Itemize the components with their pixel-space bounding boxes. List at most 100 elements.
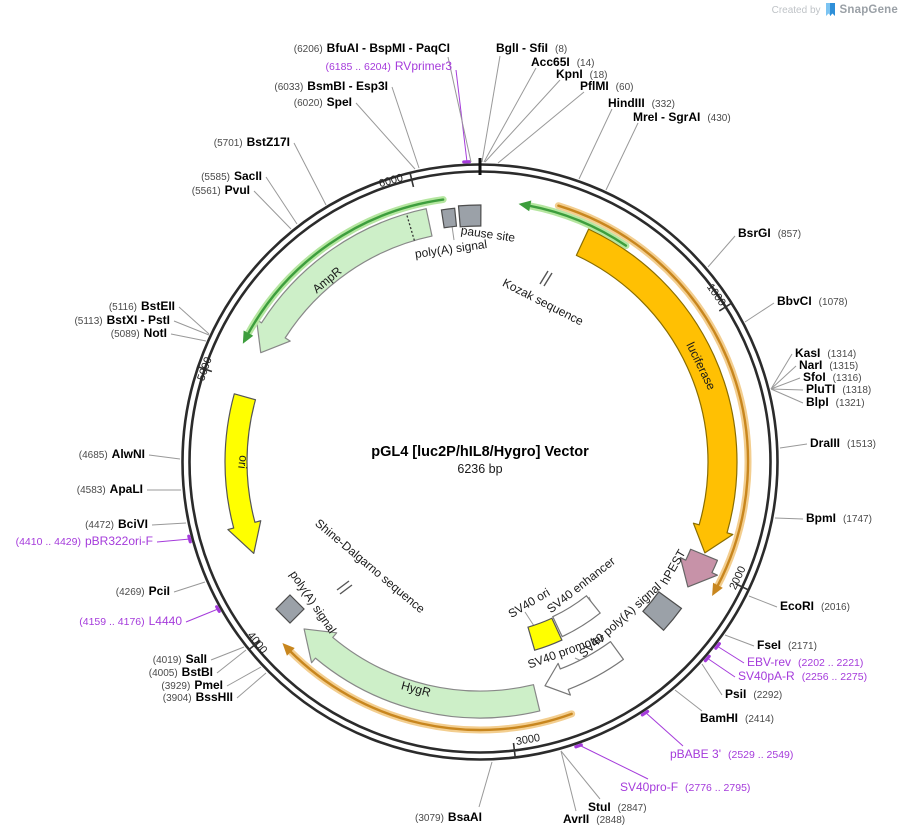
- primer-label-sv40pro-f[interactable]: SV40pro-F (2776 .. 2795): [620, 781, 750, 795]
- site-label-spei[interactable]: (6020) SpeI: [294, 96, 352, 110]
- site-label-noti[interactable]: (5089) NotI: [111, 327, 167, 341]
- site-name: AlwNI: [111, 447, 145, 461]
- site-label-bstxi-psti[interactable]: (5113) BstXI - PstI: [74, 314, 170, 328]
- site-label-bamhi[interactable]: BamHI (2414): [700, 712, 774, 726]
- site-label-draiii[interactable]: DraIII (1513): [810, 437, 876, 451]
- feature-label-ori[interactable]: ori: [235, 454, 251, 470]
- box-polya-signal-upstream[interactable]: [440, 207, 458, 229]
- primer-callout-line: [578, 744, 649, 780]
- site-label-pmei[interactable]: (3929) PmeI: [161, 679, 223, 693]
- site-name: RVprimer3: [394, 59, 452, 73]
- callout-line: [744, 302, 775, 323]
- site-name: PluTI: [806, 382, 836, 396]
- site-label-bstbi[interactable]: (4005) BstBI: [149, 666, 213, 680]
- site-label-kpni[interactable]: KpnI (18): [556, 68, 607, 82]
- snapgene-logo-icon: [825, 3, 835, 16]
- feature-arc-ampr[interactable]: [255, 208, 433, 354]
- feature-arc-hygr[interactable]: [303, 628, 541, 719]
- primer-label-pbabe-3[interactable]: pBABE 3' (2529 .. 2549): [670, 748, 793, 762]
- site-label-hindiii[interactable]: HindIII (332): [608, 97, 675, 111]
- site-name: BsrGI: [738, 226, 771, 240]
- callout-line: [774, 517, 804, 520]
- sequence-tick: [543, 272, 553, 287]
- site-name: SalI: [185, 652, 207, 666]
- site-label-bsshii[interactable]: (3904) BssHII: [163, 691, 233, 705]
- site-label-sfoi[interactable]: SfoI (1316): [803, 371, 862, 385]
- callout-line: [770, 388, 804, 404]
- site-position: (14): [576, 58, 595, 69]
- site-label-bbvci[interactable]: BbvCI (1078): [777, 295, 848, 309]
- site-label-bfuai-bspmi-paqci[interactable]: (6206) BfuAI - BspMI - PaqCI: [294, 42, 450, 56]
- site-name: pBR322ori-F: [84, 534, 153, 548]
- site-label-bsrgi[interactable]: BsrGI (857): [738, 227, 801, 241]
- primer-label-ebv-rev[interactable]: EBV-rev (2202 .. 2221): [747, 656, 863, 670]
- site-label-kasi[interactable]: KasI (1314): [795, 347, 856, 361]
- feature-arc-luciferase[interactable]: [575, 228, 738, 554]
- site-label-fsei[interactable]: FseI (2171): [757, 639, 817, 653]
- site-label-pflmi[interactable]: PflMI (60): [580, 80, 633, 94]
- site-name: HindIII: [608, 96, 645, 110]
- callout-line: [748, 595, 778, 608]
- transcript-arrow-green-ampr[interactable]: [246, 198, 445, 336]
- site-label-bcivi[interactable]: (4472) BciVI: [85, 518, 148, 532]
- site-label-pcii[interactable]: (4269) PciI: [116, 585, 170, 599]
- callout-line: [560, 750, 577, 812]
- site-label-bpmi[interactable]: BpmI (1747): [806, 512, 872, 526]
- site-label-bstz17i[interactable]: (5701) BstZ17I: [214, 136, 290, 150]
- callout-line: [355, 102, 416, 170]
- site-label-alwni[interactable]: (4685) AlwNI: [79, 448, 145, 462]
- site-position: (1315): [829, 361, 859, 372]
- feature-arc-ori[interactable]: [224, 393, 262, 554]
- site-label-bsteii[interactable]: (5116) BstEII: [109, 300, 175, 314]
- feature-arc-sv40-promoter[interactable]: [544, 641, 625, 696]
- box-sv40-polya-signal[interactable]: [642, 591, 683, 632]
- kb-tick: [248, 639, 261, 650]
- box-polya-signal-hygr[interactable]: [275, 594, 305, 624]
- primer-label-sv40pa-r[interactable]: SV40pA-R (2256 .. 2275): [738, 670, 867, 684]
- site-name: SpeI: [326, 95, 352, 109]
- site-label-stui[interactable]: StuI (2847): [588, 801, 647, 815]
- site-label-mrei-sgrai[interactable]: MreI - SgrAI (430): [633, 111, 731, 125]
- site-position: (60): [615, 82, 634, 93]
- primer-label-pbr322ori-f[interactable]: (4410 .. 4429) pBR322ori-F: [16, 535, 153, 549]
- primer-label-l4440[interactable]: (4159 .. 4176) L4440: [79, 615, 182, 629]
- site-position: (5089): [110, 329, 140, 340]
- branding: Created by SnapGene: [772, 3, 898, 17]
- site-label-sali[interactable]: (4019) SalI: [153, 653, 207, 667]
- site-position: (332): [651, 99, 676, 110]
- feature-arc-hpest[interactable]: [679, 548, 719, 588]
- transcript-arrow-orange-hygr[interactable]: [288, 649, 573, 732]
- site-label-acc65i[interactable]: Acc65I (14): [531, 56, 595, 70]
- kb-tick: [409, 173, 415, 188]
- site-label-psii[interactable]: PsiI (2292): [725, 688, 782, 702]
- transcript-arrow-green-top-head: [518, 200, 532, 212]
- site-name: BfuAI - BspMI - PaqCI: [326, 41, 450, 55]
- site-position: (5701): [213, 138, 243, 149]
- site-name: SV40pA-R: [738, 669, 795, 683]
- site-label-apali[interactable]: (4583) ApaLI: [77, 483, 143, 497]
- site-position: (3929): [161, 681, 191, 692]
- site-label-sacii[interactable]: (5585) SacII: [201, 170, 262, 184]
- site-label-avrii[interactable]: AvrII (2848): [563, 813, 625, 827]
- site-label-bgli-sfii[interactable]: BglI - SfiI (8): [496, 42, 567, 56]
- box-sv40-ori[interactable]: [527, 617, 563, 651]
- site-name: PvuI: [224, 183, 250, 197]
- site-name: MreI - SgrAI: [633, 110, 701, 124]
- site-label-pvui[interactable]: (5561) PvuI: [192, 184, 250, 198]
- site-label-pluti[interactable]: PluTI (1318): [806, 383, 871, 397]
- primer-label-rvprimer3[interactable]: (6185 .. 6204) RVprimer3: [325, 60, 452, 74]
- site-label-blpi[interactable]: BlpI (1321): [806, 396, 865, 410]
- transcript-arrow-orange-luciferase[interactable]: [557, 204, 750, 589]
- callout-line: [483, 67, 537, 163]
- callout-line: [578, 108, 613, 180]
- site-label-bsmbi-esp3i[interactable]: (6033) BsmBI - Esp3I: [274, 80, 388, 94]
- site-name: FseI: [757, 638, 782, 652]
- site-label-bsaai[interactable]: (3079) BsaAI: [415, 811, 482, 825]
- site-label-nari[interactable]: NarI (1315): [799, 359, 858, 373]
- box-pause-site[interactable]: [457, 204, 482, 228]
- transcript-arrow-green-top[interactable]: [527, 204, 628, 247]
- box-sv40-enhancer[interactable]: [552, 594, 601, 638]
- callout-line: [497, 91, 585, 164]
- site-label-ecori[interactable]: EcoRI (2016): [780, 600, 850, 614]
